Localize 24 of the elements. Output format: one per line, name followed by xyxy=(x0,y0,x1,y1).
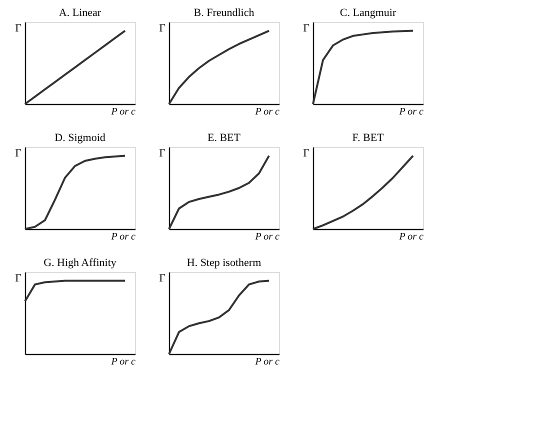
y-axis-title: Γ xyxy=(159,272,166,284)
chart-title: D. Sigmoid xyxy=(54,132,106,144)
y-axis-title: Γ xyxy=(303,148,310,160)
chart-title: A. Linear xyxy=(58,7,102,19)
x-axis-title: P or c xyxy=(254,232,280,242)
x-axis-title: P or c xyxy=(398,106,424,118)
x-axis-title: P or c xyxy=(110,232,136,242)
x-axis-title: P or c xyxy=(398,232,424,242)
chart-title: H. Step isotherm xyxy=(186,257,262,269)
x-axis-title: P or c xyxy=(110,356,136,368)
y-axis-title: Γ xyxy=(15,148,22,160)
y-axis-title: Γ xyxy=(159,22,166,34)
chart-title: F. BET xyxy=(352,132,384,144)
chart-title: E. BET xyxy=(208,132,241,144)
x-axis-title: P or c xyxy=(254,356,280,368)
y-axis-title: Γ xyxy=(15,22,22,34)
y-axis-title: Γ xyxy=(303,22,310,34)
chart-title: G. High Affinity xyxy=(44,257,117,269)
chart-title: C. Langmuir xyxy=(340,7,396,19)
x-axis-title: P or c xyxy=(110,106,136,118)
y-axis-title: Γ xyxy=(159,148,166,160)
chart-title: B. Freundlich xyxy=(194,7,255,19)
y-axis-title: Γ xyxy=(15,272,22,284)
x-axis-title: P or c xyxy=(254,106,280,118)
